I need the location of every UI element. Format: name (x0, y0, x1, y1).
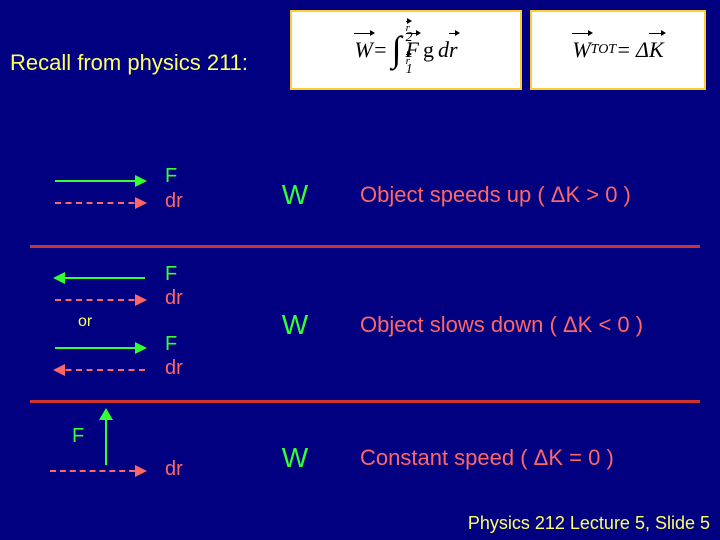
arrow-dr-2b (55, 369, 145, 371)
equation-work-energy: WTOT = Δ K (530, 10, 706, 90)
arrow-dr-1 (55, 202, 145, 204)
eq2-eq: = Δ (616, 37, 649, 63)
label-F-2a: F (165, 263, 177, 286)
integral-sign: ∫ r2 r1 (392, 39, 402, 61)
arrow-F-3-head (99, 408, 113, 420)
arrow-F-2b (55, 347, 145, 349)
recall-text: Recall from physics 211: (10, 50, 248, 76)
eq2-sub: TOT (591, 42, 616, 58)
W-3: W (230, 442, 360, 474)
label-dr-2b: dr (165, 357, 183, 380)
row-speeds-up: F dr W Object speeds up ( ΔK > 0 ) (0, 150, 720, 240)
eq1-dot: g (423, 37, 434, 63)
equation-work-integral: W = ∫ r2 r1 F g d r (290, 10, 522, 90)
arrow-F-3-line (105, 415, 107, 465)
row-slows-down: F dr or F dr W Object slows down ( ΔK < … (0, 255, 720, 395)
W-2: W (230, 309, 360, 341)
footer-text: Physics 212 Lecture 5, Slide 5 (468, 513, 710, 534)
eq2-K: K (649, 37, 664, 63)
diagram-2: F dr or F dr (0, 255, 230, 395)
arrow-F-2a (55, 277, 145, 279)
eq1-eq: = (373, 37, 388, 63)
arrow-dr-3 (50, 470, 145, 472)
label-F-1: F (165, 165, 177, 188)
diagram-1: F dr (0, 150, 230, 240)
eq1-r: r (449, 37, 458, 63)
desc-1: Object speeds up ( ΔK > 0 ) (360, 182, 720, 208)
label-dr-2a: dr (165, 287, 183, 310)
label-F-2b: F (165, 333, 177, 356)
label-dr-1: dr (165, 190, 183, 213)
label-F-3: F (72, 425, 84, 448)
eq2-W: W (572, 37, 590, 63)
arrow-F-1 (55, 180, 145, 182)
divider-1 (30, 245, 700, 248)
eq1-W: W (354, 37, 372, 63)
arrow-dr-2a (55, 299, 145, 301)
row-constant: F dr W Constant speed ( ΔK = 0 ) (0, 410, 720, 505)
label-or: or (78, 313, 92, 331)
eq1-d: d (438, 37, 449, 63)
diagram-3: F dr (0, 410, 230, 505)
desc-2: Object slows down ( ΔK < 0 ) (360, 312, 720, 338)
desc-3: Constant speed ( ΔK = 0 ) (360, 445, 720, 471)
eq1-F: F (406, 37, 419, 63)
label-dr-3: dr (165, 458, 183, 481)
W-1: W (230, 179, 360, 211)
divider-2 (30, 400, 700, 403)
